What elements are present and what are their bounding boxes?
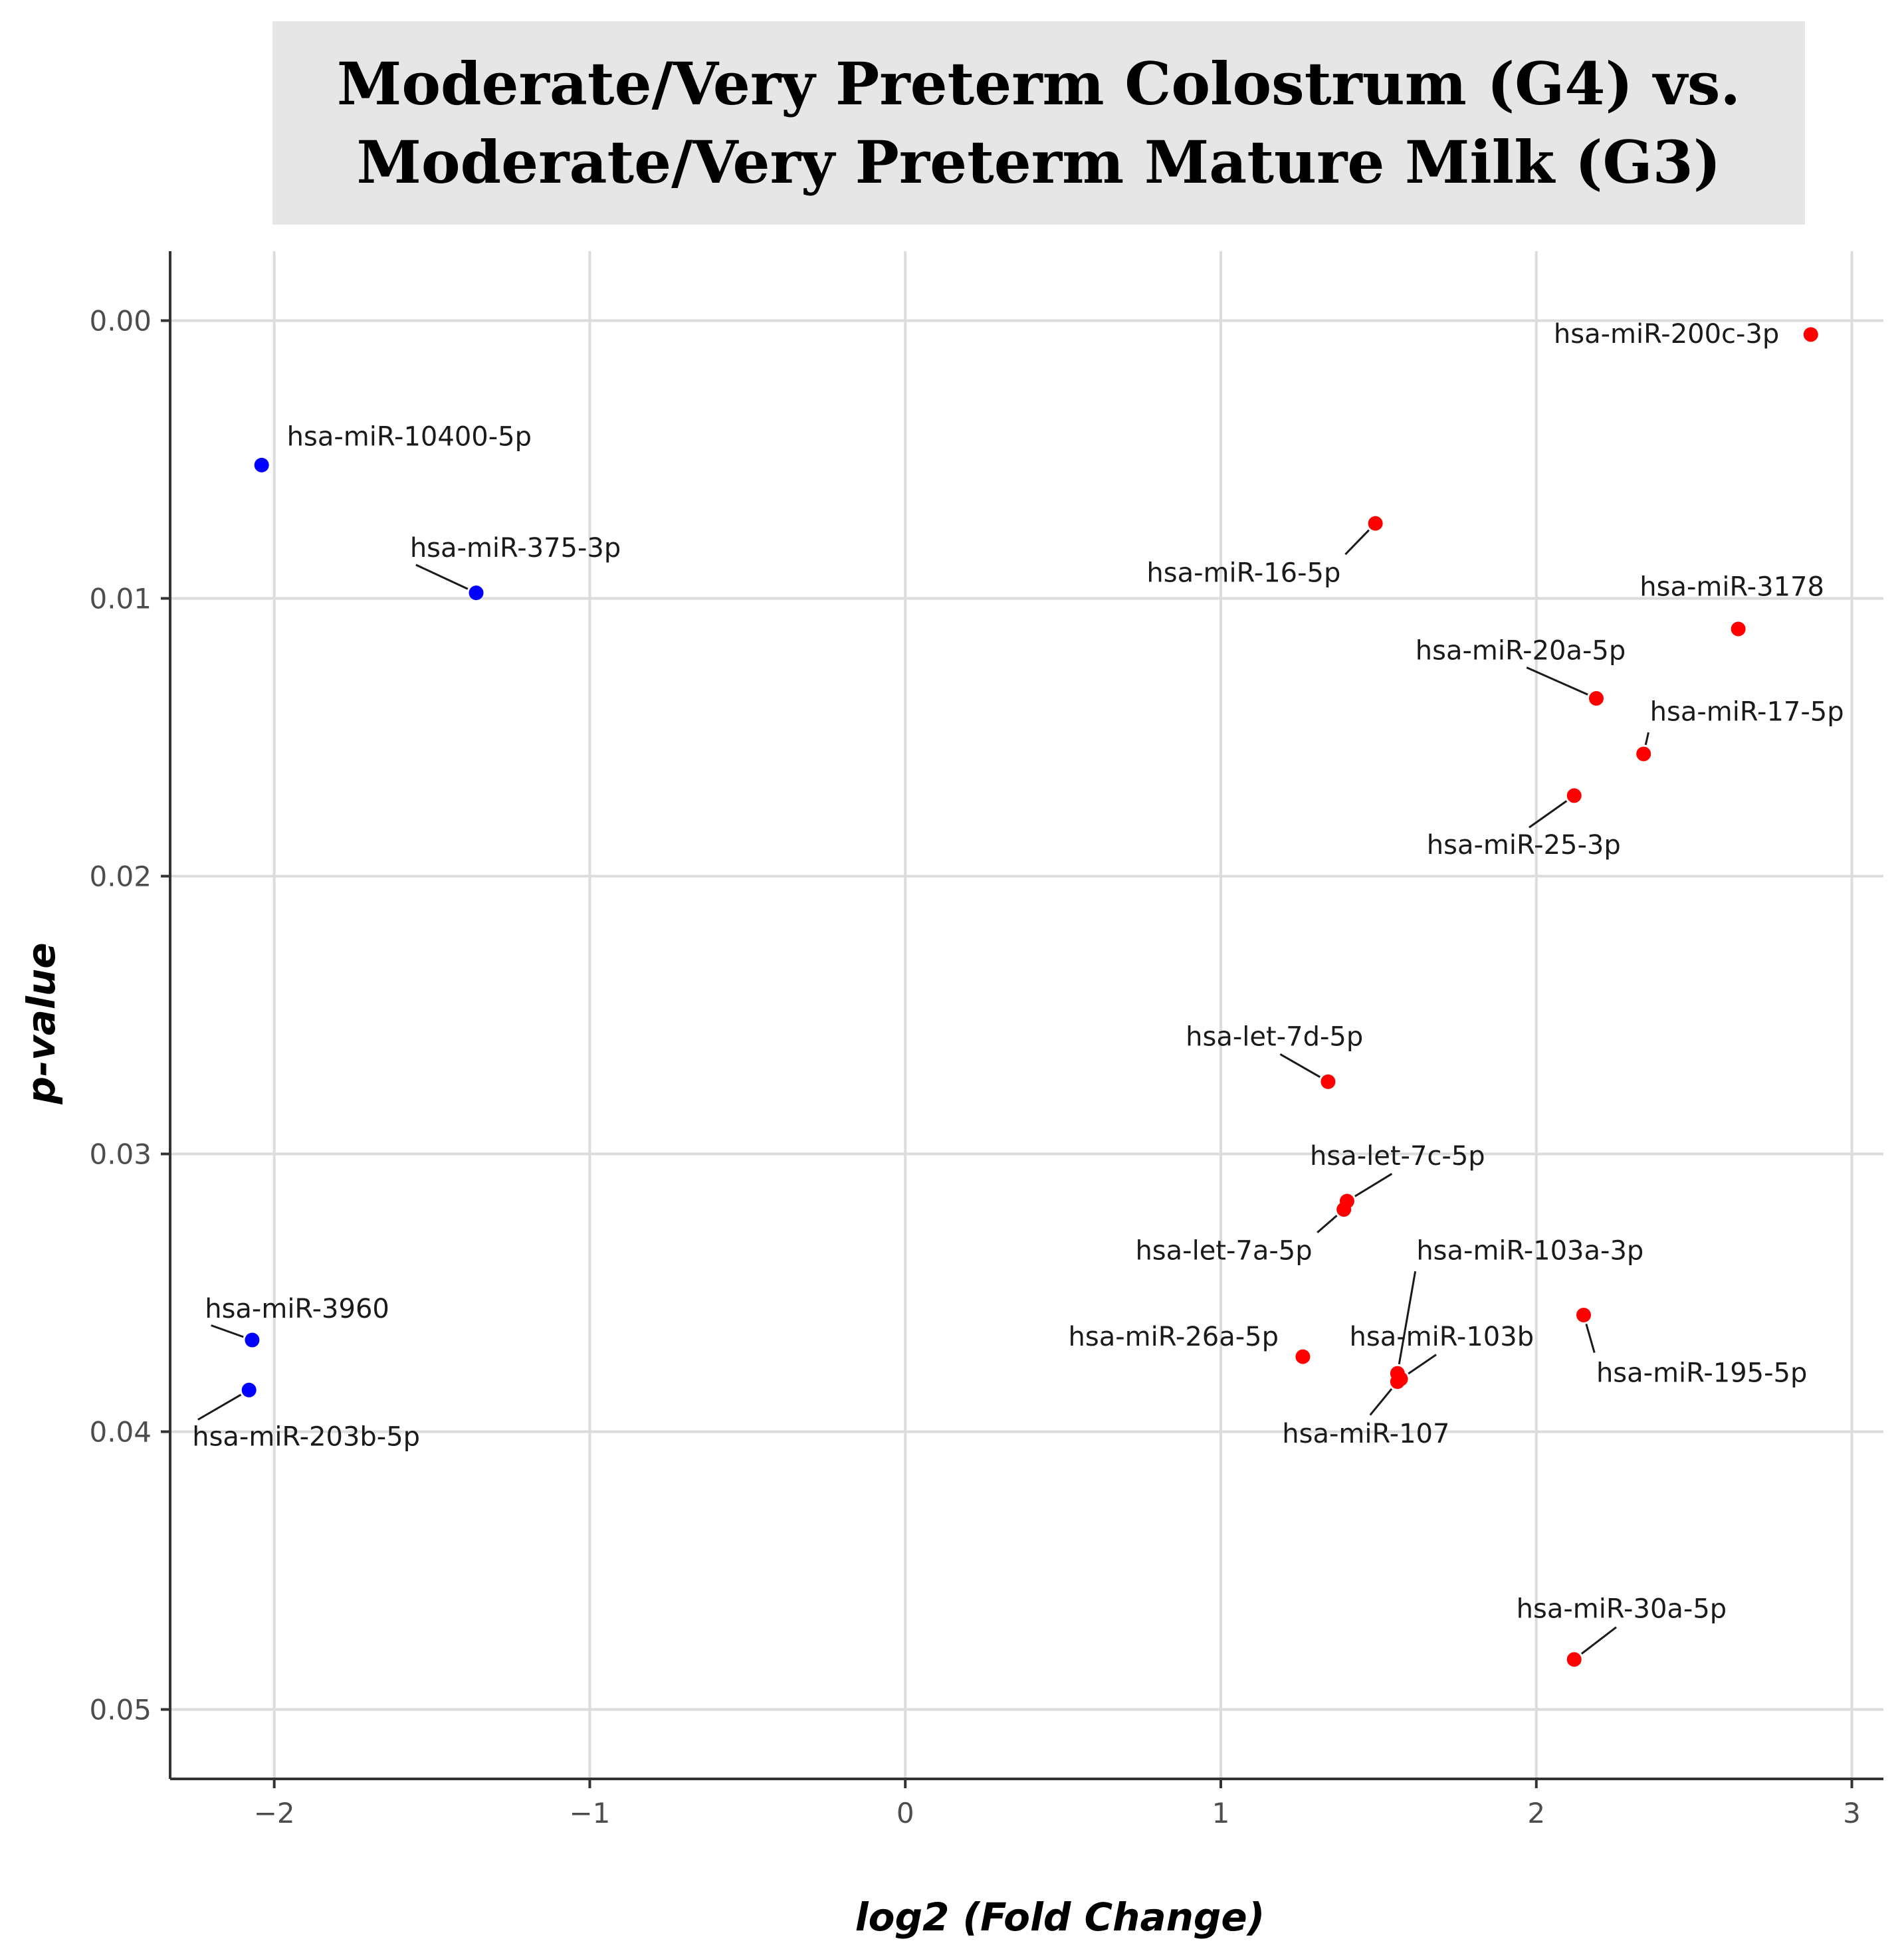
point-label: hsa-miR-20a-5p <box>1416 635 1626 666</box>
leader-line <box>1580 1626 1617 1655</box>
data-point <box>1576 1307 1591 1322</box>
leader-line <box>1344 529 1370 556</box>
y-tick-label: 0.02 <box>89 861 152 893</box>
leader-line <box>1369 1388 1393 1416</box>
point-label: hsa-miR-103a-3p <box>1416 1235 1643 1266</box>
point-label: hsa-miR-26a-5p <box>1069 1322 1279 1352</box>
y-axis-title: p-value <box>19 942 64 1104</box>
data-point <box>1566 1652 1582 1667</box>
point-label: hsa-miR-3960 <box>205 1294 389 1324</box>
point-labels: hsa-miR-10400-5p hsa-miR-375-3p hsa-miR-39… <box>192 319 1844 1625</box>
leader-line <box>1585 1323 1596 1354</box>
point-label: hsa-let-7a-5p <box>1135 1235 1312 1266</box>
point-label: hsa-miR-25-3p <box>1427 830 1621 861</box>
point-label: hsa-miR-10400-5p <box>287 422 532 453</box>
x-tick-label: −2 <box>254 1797 295 1829</box>
data-point <box>1368 516 1383 531</box>
leader-line <box>415 564 469 590</box>
data-point <box>1390 1374 1405 1389</box>
data-point <box>1566 788 1582 803</box>
point-label: hsa-miR-30a-5p <box>1517 1594 1727 1625</box>
data-point <box>1803 327 1818 342</box>
y-tick-label: 0.00 <box>89 305 152 338</box>
y-tick-label: 0.05 <box>89 1694 152 1726</box>
y-tick-label: 0.03 <box>89 1138 152 1171</box>
x-axis-title: log2 (Fold Change) <box>855 1895 1265 1940</box>
leader-line <box>1408 1354 1437 1375</box>
x-tick-label: 3 <box>1843 1797 1861 1829</box>
y-tick-label: 0.04 <box>89 1416 152 1449</box>
data-point <box>1321 1074 1336 1089</box>
data-point <box>1588 690 1604 706</box>
data-point <box>245 1332 260 1348</box>
leader-line <box>1529 800 1568 829</box>
data-points <box>241 327 1818 1667</box>
point-label: hsa-miR-375-3p <box>410 533 621 564</box>
point-label: hsa-miR-203b-5p <box>192 1421 420 1452</box>
leader-lines <box>197 529 1649 1655</box>
leader-line <box>197 1393 242 1421</box>
data-point <box>1336 1202 1352 1217</box>
point-label: hsa-miR-195-5p <box>1596 1358 1807 1388</box>
x-tick-label: 0 <box>897 1797 914 1829</box>
data-point <box>1295 1349 1311 1364</box>
axes <box>161 251 1883 1788</box>
chart-title-line-2: Moderate/Very Preterm Mature Milk (G3) <box>356 128 1721 197</box>
data-point <box>469 585 484 601</box>
grid-lines <box>170 251 1883 1779</box>
leader-line <box>211 1324 244 1338</box>
tick-labels: −2 −1 0 1 2 3 0.00 0.01 0.02 0.03 0.04 0.05 <box>89 305 1860 1830</box>
point-label: hsa-let-7d-5p <box>1186 1021 1363 1052</box>
point-label: hsa-miR-103b <box>1350 1322 1534 1352</box>
data-point <box>241 1382 257 1397</box>
leader-line <box>1398 1271 1417 1365</box>
point-label: hsa-miR-200c-3p <box>1554 319 1779 350</box>
point-label: hsa-let-7c-5p <box>1310 1141 1485 1172</box>
chart-title-box: Moderate/Very Preterm Colostrum (G4) vs.… <box>272 21 1805 225</box>
leader-line <box>1279 1053 1321 1079</box>
data-point <box>1731 621 1746 637</box>
x-tick-label: −1 <box>569 1797 610 1829</box>
data-point <box>1636 746 1651 762</box>
point-label: hsa-miR-3178 <box>1640 571 1824 602</box>
x-tick-label: 1 <box>1212 1797 1230 1829</box>
leader-line <box>1526 667 1588 696</box>
leader-line <box>1317 1215 1338 1233</box>
leader-line <box>1644 732 1649 746</box>
point-label: hsa-miR-16-5p <box>1146 558 1340 588</box>
chart-title-line-1: Moderate/Very Preterm Colostrum (G4) vs. <box>336 49 1741 118</box>
x-tick-label: 2 <box>1527 1797 1545 1829</box>
data-point <box>254 457 269 472</box>
point-label: hsa-miR-17-5p <box>1650 696 1844 727</box>
y-tick-label: 0.01 <box>89 583 152 615</box>
leader-line <box>1354 1173 1393 1197</box>
point-label: hsa-miR-107 <box>1282 1419 1449 1449</box>
